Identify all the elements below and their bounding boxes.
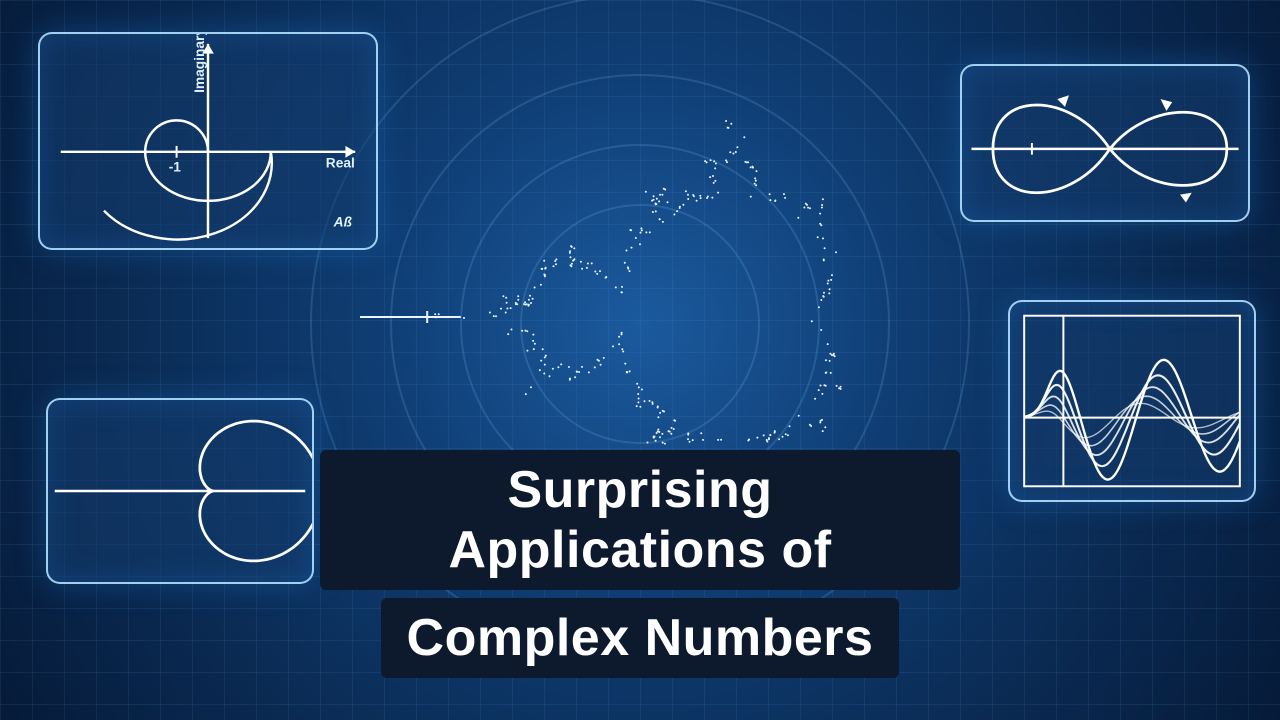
panel-oscillations (1008, 300, 1256, 502)
title-line-1: Surprising Applications of (320, 450, 960, 590)
tick-minus-one: -1 (169, 159, 182, 174)
panel-cardioid (46, 398, 314, 584)
panel-complex-plane: Imaginary Real -1 Aß (38, 32, 378, 250)
axis-y-label: Imaginary (192, 34, 207, 93)
title-block: Surprising Applications of Complex Numbe… (320, 446, 960, 682)
title-line-2: Complex Numbers (381, 598, 900, 678)
axis-x-label: Real (326, 156, 355, 171)
corner-label: Aß (333, 214, 352, 229)
panel-lemniscate (960, 64, 1250, 222)
